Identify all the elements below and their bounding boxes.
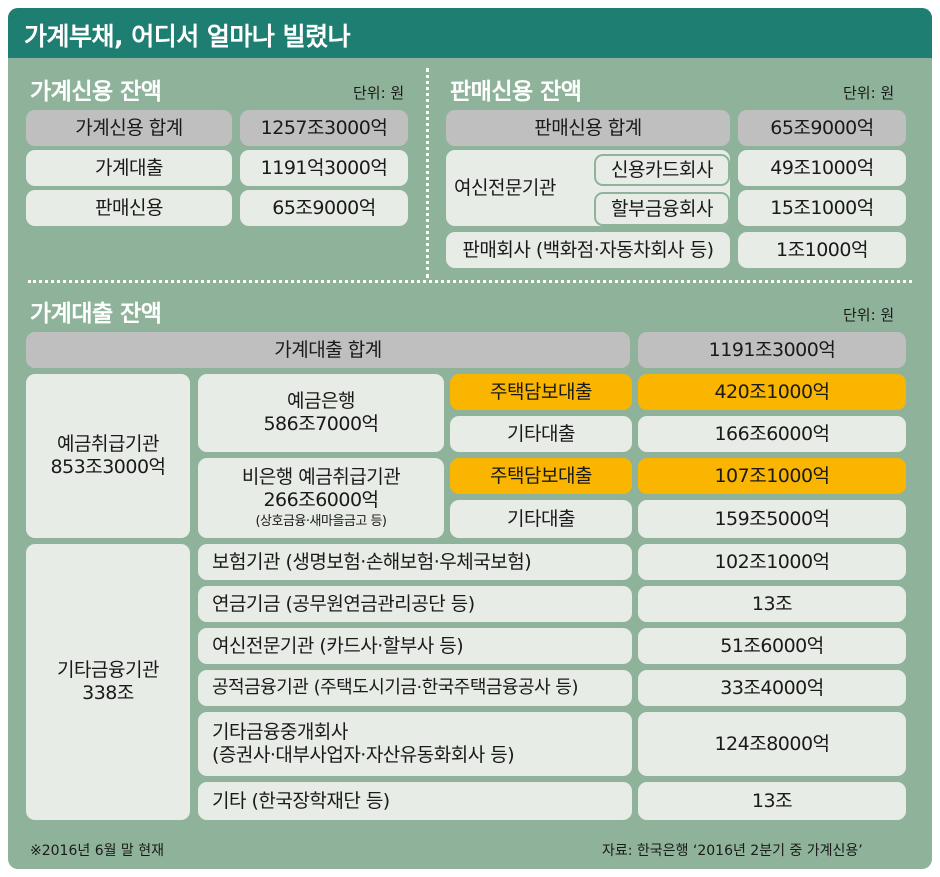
other-item-value: 13조 [638,782,906,820]
loan-total-value: 1191조3000억 [638,332,906,368]
nonbank-other-value: 159조5000억 [638,500,906,538]
other-item-value: 13조 [638,586,906,622]
credit-row-label: 가계대출 [26,150,232,186]
deposit-institution-name: 예금취급기관 [57,433,159,456]
other-institution-name: 기타금융기관 [57,659,159,682]
credit-row-value: 65조9000억 [240,190,408,226]
other-item-label: 보험기관 (생명보험·손해보험·우체국보험) [198,544,632,580]
deposit-nonbank-name: 비은행 예금취급기관 [241,466,401,489]
sales-group-label: 여신전문기관 [454,176,556,199]
other-item-label-cell: 기타금융중개회사 (증권사·대부사업자·자산유동화회사 등) [198,712,632,776]
deposit-bank-amount: 586조7000억 [263,413,379,435]
deposit-institution-cell: 예금취급기관 853조3000억 [26,374,190,538]
other-item-value: 51조6000억 [638,628,906,664]
sales-total-label: 판매신용 합계 [446,110,730,146]
title-bar: 가계부채, 어디서 얼마나 빌렸나 [8,8,932,58]
loan-section-title: 가계대출 잔액 [30,301,162,327]
sales-company-label: 판매회사 (백화점·자동차회사 등) [446,232,730,268]
footnote: ※2016년 6월 말 현재 [30,843,165,859]
nonbank-mortgage-value: 107조1000억 [638,458,906,494]
bank-mortgage-label: 주택담보대출 [450,374,632,410]
credit-section-title: 가계신용 잔액 [30,79,162,105]
page-title: 가계부채, 어디서 얼마나 빌렸나 [24,22,351,51]
sales-total-value: 65조9000억 [738,110,906,146]
other-institution-cell: 기타금융기관 338조 [26,544,190,820]
other-item-label: 연금기금 (공무원연금관리공단 등) [198,586,632,622]
other-item-label: 기타 (한국장학재단 등) [198,782,632,820]
source-note: 자료: 한국은행 ‘2016년 2분기 중 가계신용’ [602,843,863,859]
vertical-divider [426,68,429,278]
credit-row-label: 판매신용 [26,190,232,226]
nonbank-other-label: 기타대출 [450,500,632,538]
sales-sub-label: 신용카드회사 [594,154,730,186]
credit-total-value: 1257조3000억 [240,110,408,146]
sales-company-value: 1조1000억 [738,232,906,268]
infographic-frame: 가계부채, 어디서 얼마나 빌렸나 가계신용 잔액 단위: 원 가계신용 합계 … [8,8,932,869]
deposit-nonbank-cell: 비은행 예금취급기관 266조6000억 (상호금융·새마을금고 등) [198,458,444,538]
other-item-value: 102조1000억 [638,544,906,580]
credit-total-label: 가계신용 합계 [26,110,232,146]
credit-row-value: 1191억3000억 [240,150,408,186]
loan-unit-label: 단위: 원 [843,306,895,324]
loan-total-label: 가계대출 합계 [26,332,630,368]
deposit-institution-amount: 853조3000억 [50,456,166,478]
other-item-label: 여신전문기관 (카드사·할부사 등) [198,628,632,664]
bank-mortgage-value: 420조1000억 [638,374,906,410]
sales-section-title: 판매신용 잔액 [450,79,582,105]
other-item-label: 공적금융기관 (주택도시기금·한국주택금융공사 등) [198,670,632,706]
other-institution-amount: 338조 [82,682,134,704]
sales-sub-value: 15조1000억 [738,190,906,226]
horizontal-divider [28,280,912,283]
bank-other-value: 166조6000억 [638,416,906,452]
other-item-value: 124조8000억 [638,712,906,776]
sales-sub-label: 할부금융회사 [594,192,730,226]
sales-unit-label: 단위: 원 [843,84,895,102]
other-item-value: 33조4000억 [638,670,906,706]
deposit-bank-name: 예금은행 [287,390,355,413]
bank-other-label: 기타대출 [450,416,632,452]
other-item-sublabel: (증권사·대부사업자·자산유동화회사 등) [212,744,515,766]
deposit-nonbank-amount: 266조6000억 [263,489,379,512]
nonbank-mortgage-label: 주택담보대출 [450,458,632,494]
credit-unit-label: 단위: 원 [353,84,405,102]
sales-sub-value: 49조1000억 [738,150,906,186]
deposit-nonbank-note: (상호금융·새마을금고 등) [255,514,387,529]
other-item-label: 기타금융중개회사 [212,721,348,744]
deposit-bank-cell: 예금은행 586조7000억 [198,374,444,452]
